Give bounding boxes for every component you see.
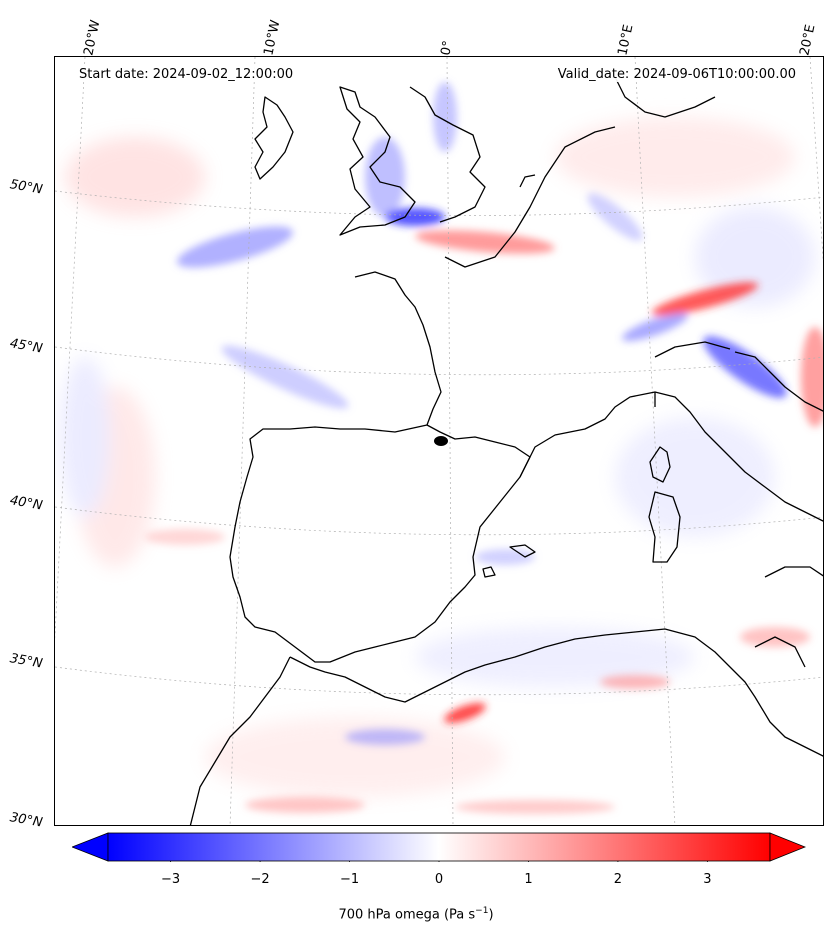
omega-field <box>60 82 823 814</box>
colorbar <box>72 832 806 862</box>
colorbar-tick-label: 1 <box>524 872 533 887</box>
lat-label-35n: 35°N <box>8 651 44 672</box>
colorbar-extend-max <box>769 832 806 862</box>
colorbar-bar <box>107 832 771 862</box>
lon-label-0: 0° <box>438 39 457 57</box>
lat-label-50n: 50°N <box>8 177 44 198</box>
colorbar-tick-label: −1 <box>339 872 360 887</box>
graticule <box>55 57 823 825</box>
lon-label-10w: 10°W <box>261 18 284 57</box>
lon-label-20e: 20°E <box>797 23 819 58</box>
colorbar-tick-label: −2 <box>250 872 270 887</box>
coastlines <box>189 76 823 825</box>
colorbar-tick-label: 0 <box>434 872 444 887</box>
colorbar-tick-label: −3 <box>161 872 181 887</box>
lon-label-10e: 10°E <box>615 23 637 58</box>
lon-label-20w: 20°W <box>81 18 104 57</box>
map-panel <box>54 56 824 826</box>
colorbar-tick-marks <box>170 861 708 862</box>
colorbar-tick-label: 2 <box>613 872 623 887</box>
colorbar-label: 700 hPa omega (Pa s−1) <box>338 906 494 923</box>
lat-label-30n: 30°N <box>8 810 44 831</box>
lat-label-45n: 45°N <box>8 336 44 357</box>
lat-label-40n: 40°N <box>8 493 44 514</box>
point-marker <box>434 436 448 446</box>
map-canvas <box>55 57 823 825</box>
start-date-text: Start date: 2024-09-02_12:00:00 <box>76 67 297 82</box>
colorbar-tick-label: 3 <box>703 872 712 887</box>
colorbar-extend-min <box>72 832 109 862</box>
valid-date-text: Valid_date: 2024-09-06T10:00:00.00 <box>554 67 799 82</box>
